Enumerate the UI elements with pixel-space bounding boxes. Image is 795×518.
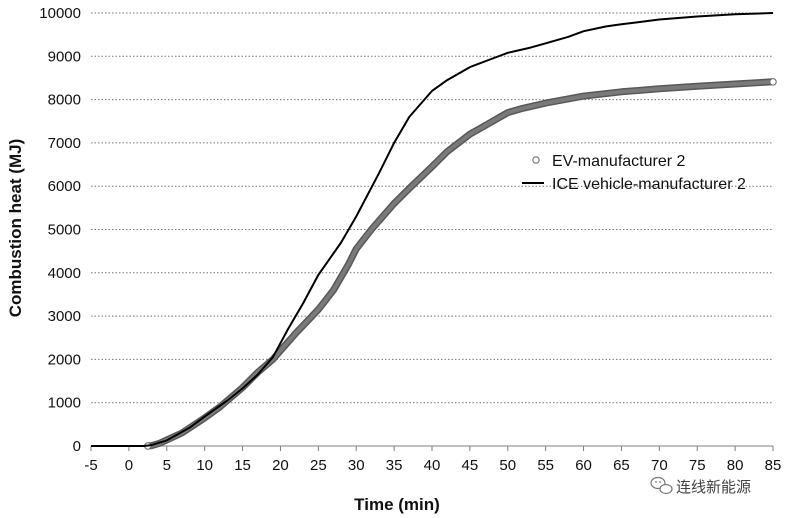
y-tick-label: 3000 <box>48 308 81 325</box>
watermark-text: 连线新能源 <box>676 478 751 496</box>
x-tick-label: 70 <box>651 457 668 474</box>
y-tick-label: 9000 <box>48 48 81 65</box>
x-tick-label: 80 <box>727 457 744 474</box>
x-tick-label: 85 <box>765 457 782 474</box>
x-axis-title: Time (min) <box>354 495 440 514</box>
y-tick-label: 1000 <box>48 395 81 412</box>
y-tick-label: 8000 <box>48 92 81 109</box>
x-tick-label: 10 <box>196 457 213 474</box>
wechat-icon <box>650 476 673 495</box>
legend-item-ice: ICE vehicle-manufacturer 2 <box>522 176 746 193</box>
legend: EV-manufacturer 2 ICE vehicle-manufactur… <box>522 153 746 193</box>
y-tick-label: 10000 <box>39 5 81 22</box>
x-tick-label: 5 <box>163 457 171 474</box>
legend-label-ev: EV-manufacturer 2 <box>552 153 686 170</box>
y-tick-label: 7000 <box>48 135 81 152</box>
series-line-ev-outline <box>144 78 777 450</box>
grid-lines <box>91 12 773 404</box>
x-tick-label: 0 <box>125 457 133 474</box>
data-series <box>91 12 777 450</box>
x-tick-label: 75 <box>689 457 706 474</box>
x-tick-label: 15 <box>234 457 251 474</box>
x-tick-label: 45 <box>462 457 479 474</box>
watermark: 连线新能源 <box>650 476 751 496</box>
x-tick-label: 50 <box>499 457 516 474</box>
series-line-ev <box>145 79 775 448</box>
legend-marker-ev <box>532 156 540 164</box>
y-tick-label: 2000 <box>48 351 81 368</box>
y-tick-label: 5000 <box>48 222 81 239</box>
series-point-ev-end <box>769 78 777 86</box>
x-tick-label: 25 <box>310 457 327 474</box>
y-tick-label: 6000 <box>48 178 81 195</box>
x-tick-labels: -5 0 5 10 15 20 25 30 35 40 45 50 55 60 65 70 75 80 85 <box>84 457 781 474</box>
x-tick-label: -5 <box>84 457 97 474</box>
y-tick-label: 4000 <box>48 265 81 282</box>
y-axis-title: Combustion heat (MJ) <box>6 139 25 318</box>
series-line-ice <box>91 12 774 447</box>
x-tick-label: 55 <box>537 457 554 474</box>
legend-label-ice: ICE vehicle-manufacturer 2 <box>552 176 746 193</box>
x-tick-label: 40 <box>424 457 441 474</box>
x-tick-label: 20 <box>272 457 289 474</box>
legend-item-ev: EV-manufacturer 2 <box>532 153 686 170</box>
x-tick-label: 35 <box>386 457 403 474</box>
x-tick-marks <box>90 446 774 451</box>
x-tick-label: 60 <box>575 457 592 474</box>
x-tick-label: 30 <box>348 457 365 474</box>
x-tick-label: 65 <box>613 457 630 474</box>
y-tick-label: 0 <box>73 438 81 455</box>
y-tick-labels: 0 1000 2000 3000 4000 5000 6000 7000 8000 9000 100… <box>39 5 81 455</box>
